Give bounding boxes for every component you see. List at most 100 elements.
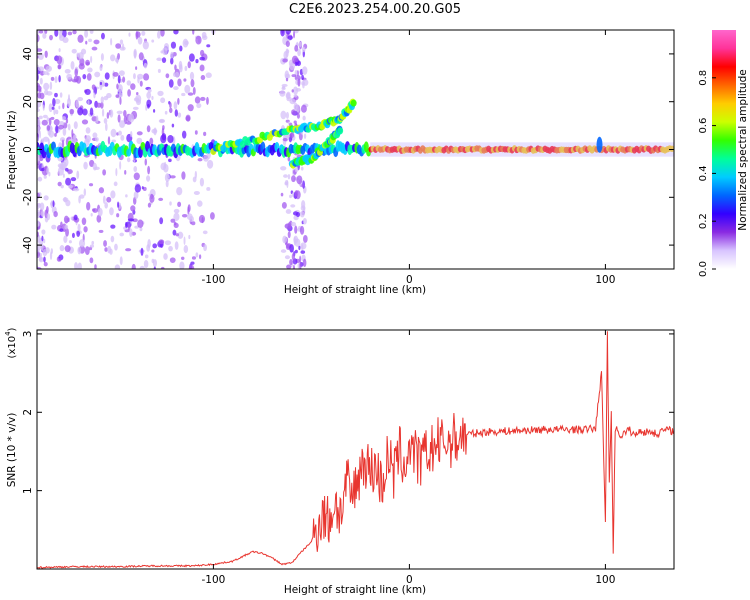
noise-speckle [59,245,65,252]
noise-speckle [298,41,303,48]
noise-speckle [184,84,191,94]
colorbar: 0.0 0.2 0.4 0.6 0.8 Normalized spectral ampl… [698,30,749,277]
noise-speckle [88,183,94,187]
noise-speckle [165,73,170,79]
noise-speckle [282,58,288,63]
noise-speckle [44,50,48,58]
noise-speckle [146,175,151,182]
noise-speckle [54,98,61,105]
noise-speckle [77,52,84,60]
noise-speckle [135,30,139,40]
noise-speckle [199,177,205,187]
noise-speckle [54,76,58,83]
noise-speckle [63,158,69,167]
noise-speckle [170,41,177,49]
noise-speckle [292,211,299,216]
noise-speckle [98,187,105,194]
noise-speckle [67,169,73,174]
noise-speckle [92,132,98,139]
noise-speckle [152,259,158,268]
noise-speckle [81,119,89,125]
noise-speckle [117,201,120,208]
noise-speckle [62,173,65,178]
noise-speckle [137,219,144,228]
noise-speckle [134,225,140,229]
noise-speckle [285,92,291,99]
noise-speckle [294,44,299,52]
noise-speckle [42,32,47,39]
noise-speckle [195,35,202,45]
noise-speckle [279,90,286,97]
colorbar-tick-label: 0.2 [698,213,709,229]
noise-speckle [65,118,69,124]
snr-multiplier: (x104) [4,327,18,358]
noise-speckle [95,115,99,124]
noise-speckle [291,175,296,183]
noise-speckle [122,76,126,83]
noise-speckle [148,193,151,197]
noise-speckle [280,249,287,253]
noise-speckle [133,48,137,58]
noise-speckle [52,200,55,208]
noise-speckle [37,176,43,182]
noise-speckle [160,50,164,54]
snr-plot-area [37,330,674,569]
noise-speckle [54,92,58,98]
noise-speckle [161,57,167,63]
noise-speckle [62,116,66,121]
noise-speckle [165,180,169,188]
noise-speckle [48,117,52,126]
noise-speckle [37,102,40,110]
noise-speckle [92,208,96,212]
x-tick-label: 0 [406,274,413,286]
noise-speckle [96,102,102,108]
noise-speckle [151,95,154,101]
noise-speckle [119,256,123,266]
noise-speckle [169,102,172,109]
noise-speckle [301,74,304,80]
noise-speckle [110,235,115,243]
noise-speckle [300,104,307,113]
noise-speckle [65,199,71,207]
noise-speckle [191,221,196,226]
noise-speckle [294,249,298,254]
noise-speckle [86,73,92,81]
noise-speckle [89,244,95,248]
noise-speckle [81,217,87,226]
y-tick-label: 0 [22,146,34,153]
noise-speckle [51,106,55,110]
noise-speckle [138,52,144,61]
noise-speckle [103,117,108,124]
noise-speckle [37,209,41,218]
noise-speckle [122,43,125,50]
noise-speckle [169,201,172,206]
noise-speckle [55,125,59,134]
noise-speckle [174,109,178,117]
noise-speckle [46,125,51,131]
noise-speckle [104,72,110,80]
noise-speckle [294,166,299,173]
noise-speckle [206,44,211,48]
noise-speckle [280,166,287,171]
noise-speckle [45,65,52,72]
noise-speckle [43,238,46,244]
noise-speckle [106,196,112,203]
noise-speckle [101,32,105,40]
noise-speckle [127,218,135,222]
noise-speckle [83,226,88,233]
noise-speckle [203,131,207,137]
spectrogram-panel: -100 0 100 -40 -20 0 20 40 Height of straight … [6,29,675,296]
noise-speckle [133,73,136,80]
noise-speckle [38,115,43,120]
noise-speckle [54,132,57,137]
noise-speckle [77,107,84,116]
snr-y-label: SNR (10 * v/v) [6,413,18,488]
noise-speckle [82,73,87,80]
noise-speckle [43,174,47,179]
noise-speckle [39,77,43,85]
noise-speckle [177,78,182,87]
noise-speckle [67,31,73,36]
noise-speckle [287,35,293,40]
noise-speckle [42,114,48,119]
noise-speckle [61,139,65,149]
